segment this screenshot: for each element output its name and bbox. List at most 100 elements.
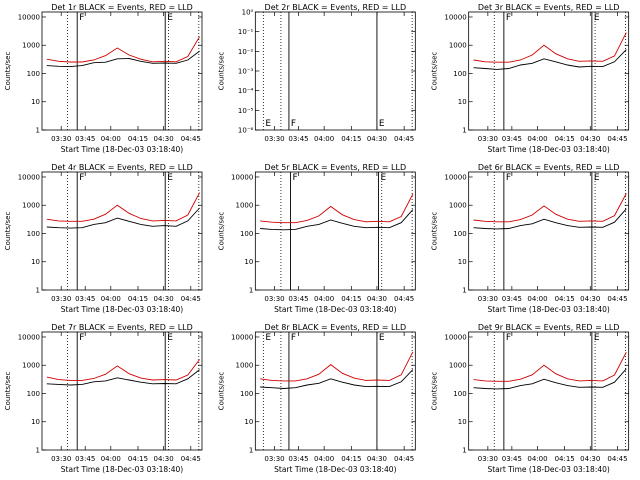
x-tick-label: 04:30: [367, 455, 387, 463]
panel-4: Det 4r BLACK = Events, RED = LLD Counts/s…: [4, 163, 203, 314]
plot-frame: [41, 11, 203, 131]
plot-frame: [41, 331, 203, 451]
x-tick-label: 03:45: [288, 455, 308, 463]
panel-title: Det 3r BLACK = Events, RED = LLD: [478, 3, 620, 12]
series-lld-line: [473, 351, 627, 382]
plot-frame: [254, 11, 416, 131]
series-lld-line: [260, 193, 414, 224]
x-axis-label: Start Time (18-Dec-03 03:18:40): [61, 145, 183, 154]
time-marker-label: F: [79, 13, 84, 23]
plot-frame: [254, 171, 416, 291]
x-tick-label: 04:30: [580, 295, 600, 303]
x-axis-label: Start Time (18-Dec-03 03:18:40): [61, 305, 183, 314]
y-tick-label: 10000: [444, 173, 466, 181]
x-tick-label: 04:45: [607, 135, 627, 143]
x-tick-label: 04:15: [128, 295, 148, 303]
time-marker-label: E: [167, 173, 173, 183]
x-tick-label: 04:45: [181, 455, 201, 463]
y-tick-label: 1: [249, 287, 253, 295]
x-tick-label: 03:45: [502, 295, 522, 303]
y-tick-label: 1000: [449, 42, 467, 50]
time-marker-label: E: [167, 13, 173, 23]
x-axis-label: Start Time (18-Dec-03 03:18:40): [274, 465, 396, 474]
x-tick-label: 03:30: [51, 295, 71, 303]
y-tick-label: 10: [458, 418, 467, 426]
y-tick-label: 100: [453, 70, 466, 78]
time-marker-label: E: [594, 173, 600, 183]
y-axis-label: Counts/sec: [217, 52, 225, 91]
x-tick-label: 04:15: [341, 135, 361, 143]
x-tick-label: 03:30: [264, 455, 284, 463]
series-lld-line: [473, 193, 627, 223]
x-tick-label: 03:45: [502, 135, 522, 143]
x-tick-label: 04:00: [527, 135, 547, 143]
y-axis-label: Counts/sec: [431, 372, 439, 411]
x-axis-label: Start Time (18-Dec-03 03:18:40): [487, 305, 609, 314]
y-axis-label: Counts/sec: [217, 212, 225, 251]
panel-9: Det 9r BLACK = Events, RED = LLD Counts/s…: [431, 323, 630, 474]
x-tick-label: 03:30: [264, 295, 284, 303]
y-tick-label: 10: [244, 418, 253, 426]
x-tick-label: 04:15: [341, 295, 361, 303]
x-axis-label: Start Time (18-Dec-03 03:18:40): [487, 145, 609, 154]
y-tick-label: 10⁻⁶: [238, 127, 254, 135]
x-tick-label: 03:45: [288, 135, 308, 143]
x-tick-label: 03:45: [75, 135, 95, 143]
y-tick-label: 1000: [449, 362, 467, 370]
y-tick-label: 1000: [22, 362, 40, 370]
x-tick-label: 04:30: [580, 455, 600, 463]
plot-frame: [468, 171, 630, 291]
panel-3: Det 3r BLACK = Events, RED = LLD Counts/s…: [431, 3, 630, 154]
y-axis-label: Counts/sec: [431, 52, 439, 91]
x-tick-label: 04:15: [555, 135, 575, 143]
panel-title: Det 6r BLACK = Events, RED = LLD: [478, 163, 620, 172]
series-events-line: [46, 207, 200, 229]
x-axis-label: Start Time (18-Dec-03 03:18:40): [274, 305, 396, 314]
x-tick-label: 04:00: [101, 455, 121, 463]
plot-frame: [254, 331, 416, 451]
x-tick-label: 04:30: [580, 135, 600, 143]
y-tick-label: 1: [36, 127, 40, 135]
x-tick-label: 03:45: [75, 455, 95, 463]
y-axis-label: Counts/sec: [217, 372, 225, 411]
panel-6: Det 6r BLACK = Events, RED = LLD Counts/s…: [431, 163, 630, 314]
x-tick-label: 03:30: [478, 455, 498, 463]
series-lld-line: [260, 351, 414, 382]
x-tick-label: 04:45: [394, 455, 414, 463]
y-tick-label: 100: [240, 390, 253, 398]
y-tick-label: 100: [27, 70, 40, 78]
y-tick-label: 1: [36, 447, 40, 455]
y-tick-label: 100: [240, 230, 253, 238]
x-tick-label: 03:30: [51, 135, 71, 143]
x-tick-label: 04:45: [607, 295, 627, 303]
y-tick-label: 10000: [18, 333, 40, 341]
x-tick-label: 04:15: [128, 135, 148, 143]
y-tick-label: 1: [462, 287, 466, 295]
y-tick-label: 10: [458, 98, 467, 106]
y-axis-label: Counts/sec: [4, 52, 12, 91]
y-tick-label: 100: [453, 230, 466, 238]
panel-title: Det 8r BLACK = Events, RED = LLD: [265, 323, 407, 332]
y-tick-label: 10000: [444, 333, 466, 341]
x-tick-label: 04:45: [181, 135, 201, 143]
x-tick-label: 04:00: [101, 135, 121, 143]
time-marker-label: E: [167, 333, 173, 343]
x-tick-label: 04:15: [555, 455, 575, 463]
x-tick-label: 04:45: [394, 135, 414, 143]
y-tick-label: 100: [27, 390, 40, 398]
panel-title: Det 5r BLACK = Events, RED = LLD: [265, 163, 407, 172]
panel-1: Det 1r BLACK = Events, RED = LLD Counts/s…: [4, 3, 203, 154]
time-marker-label: F: [79, 173, 84, 183]
x-tick-label: 03:30: [478, 295, 498, 303]
panel-2: Det 2r BLACK = Events, RED = LLD Counts/s…: [217, 3, 416, 143]
time-marker-label: E: [594, 13, 600, 23]
time-marker-label: E: [379, 333, 385, 343]
series-events-line: [473, 49, 627, 70]
y-tick-label: 10000: [231, 173, 253, 181]
time-marker-label: F: [506, 333, 511, 343]
series-events-line: [260, 369, 414, 389]
y-tick-label: 10⁻¹: [238, 28, 254, 36]
x-tick-label: 03:45: [288, 295, 308, 303]
y-tick-label: 10: [31, 418, 40, 426]
